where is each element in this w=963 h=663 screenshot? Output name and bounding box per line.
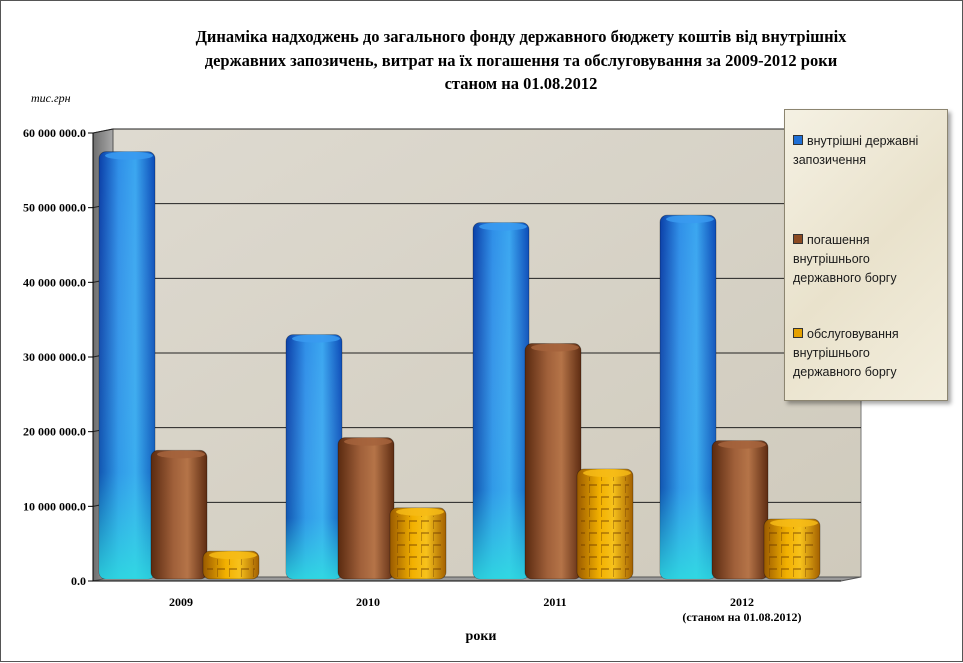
bar-borrowing-glow [660, 215, 716, 579]
legend-text: державного боргу [793, 365, 897, 379]
legend-text: внутрішні державні [807, 134, 919, 148]
bar-repayment-body [337, 437, 395, 580]
bar-servicing [202, 550, 260, 580]
y-tick-label: 20 000 000.0 [23, 425, 86, 439]
bar-servicing-cap [583, 469, 631, 477]
chart-title-line-1: Динаміка надходжень до загального фонду … [195, 27, 847, 46]
legend-text: погашення [807, 233, 870, 247]
bar-repayment-body [711, 440, 769, 580]
bars-layer [98, 151, 821, 580]
gridline-side [92, 128, 114, 134]
bar-borrowing-cap [105, 151, 153, 160]
bar-repayment-body [150, 449, 208, 580]
bar-servicing-texture [768, 527, 816, 577]
bar-servicing-texture [207, 559, 255, 577]
bar-repayment [711, 440, 769, 580]
legend-text: запозичення [793, 153, 867, 167]
legend-text: обслуговування [807, 327, 899, 341]
legend-swatch-orange [793, 328, 803, 338]
x-tick-label: (станом на 01.08.2012) [682, 610, 801, 624]
y-tick-label: 60 000 000.0 [23, 126, 86, 140]
bar-borrowing-cap [292, 334, 340, 343]
chart-title-line-3: станом на 01.08.2012 [444, 74, 598, 93]
bar-borrowing [285, 334, 343, 580]
bar-borrowing-glow [99, 151, 155, 579]
bar-borrowing [659, 214, 717, 580]
bar-borrowing-cap [666, 215, 714, 224]
x-tick-label: 2011 [543, 595, 566, 609]
bar-servicing-cap [770, 519, 818, 528]
bar-servicing-cap [396, 507, 444, 516]
y-tick-label: 30 000 000.0 [23, 350, 86, 364]
bar-repayment [337, 437, 395, 580]
y-tick-label: 50 000 000.0 [23, 201, 86, 215]
bar-repayment-cap [344, 437, 392, 446]
y-tick-label: 10 000 000.0 [23, 499, 86, 513]
legend-text: внутрішнього [793, 346, 870, 360]
legend: внутрішні державні запозичення погашення… [784, 109, 948, 401]
y-tick-label: 40 000 000.0 [23, 275, 86, 289]
bar-repayment [524, 343, 582, 580]
y-unit-label: тис.грн [31, 91, 71, 105]
bar-borrowing-glow [286, 334, 342, 579]
legend-text: внутрішнього [793, 252, 870, 266]
x-axis-label: роки [465, 629, 497, 644]
legend-text: державного боргу [793, 271, 897, 285]
bar-repayment [150, 449, 208, 580]
bar-repayment-body [524, 343, 582, 580]
bar-repayment-cap [157, 450, 205, 459]
bar-borrowing [472, 222, 530, 580]
legend-swatch-blue [793, 135, 803, 145]
legend-item-borrowing: внутрішні державні запозичення [793, 132, 943, 170]
x-tick-label: 2009 [169, 595, 193, 609]
bar-borrowing-glow [473, 222, 529, 579]
bar-servicing-texture [394, 515, 442, 577]
bar-repayment-cap [718, 440, 766, 449]
bar-repayment-cap [531, 343, 579, 352]
bar-servicing [576, 468, 634, 580]
bar-borrowing-cap [479, 222, 527, 231]
y-tick-label: 0.0 [71, 574, 86, 588]
legend-item-servicing: обслуговування внутрішнього державного б… [793, 325, 943, 382]
x-tick-label: 2012 [730, 595, 754, 609]
legend-item-repayment: погашення внутрішнього державного боргу [793, 231, 943, 288]
bar-borrowing [98, 151, 156, 580]
x-tick-label: 2010 [356, 595, 380, 609]
bar-servicing-texture [581, 477, 629, 577]
bar-servicing-cap [209, 551, 257, 560]
labels-layer: 0.0 10 000 000.0 20 000 000.0 30 000 000.0 4… [23, 126, 802, 624]
legend-swatch-brown [793, 234, 803, 244]
chart-title-line-2: державних запозичень, витрат на їх погаш… [204, 51, 838, 70]
bar-servicing [763, 518, 821, 580]
bar-servicing [389, 507, 447, 580]
